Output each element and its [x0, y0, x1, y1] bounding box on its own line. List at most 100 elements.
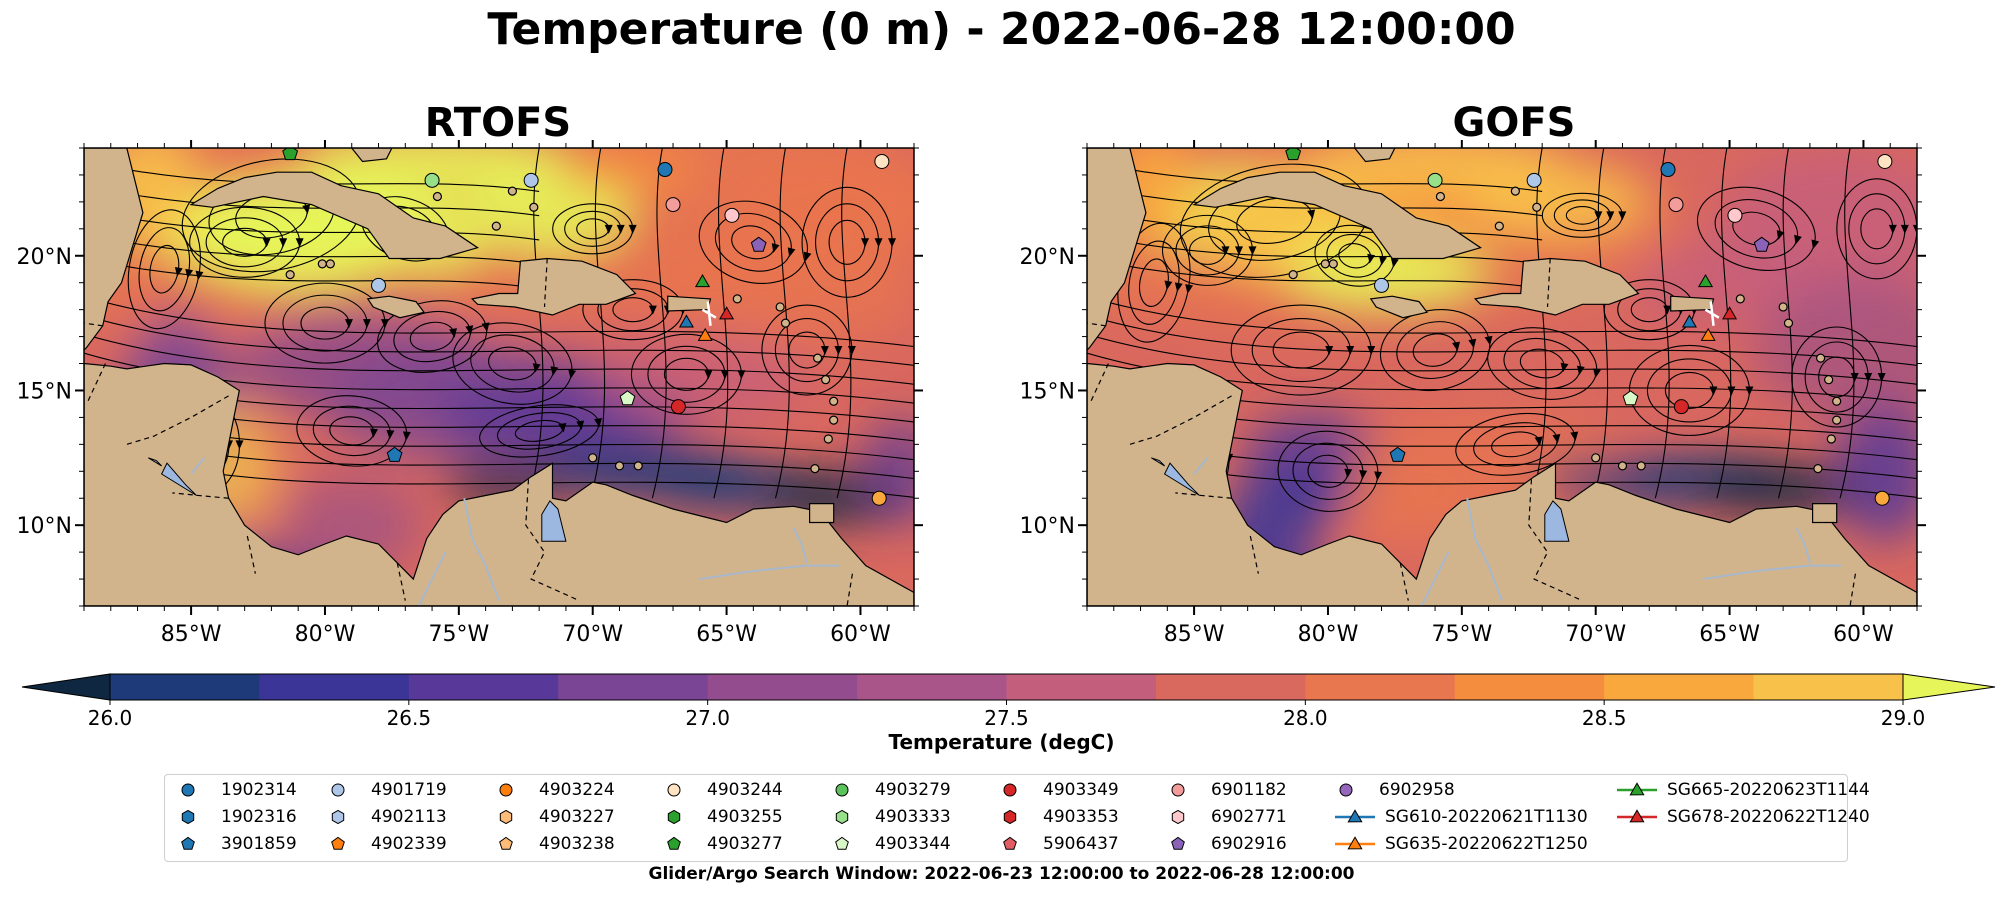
- streamline-arrow: [1390, 258, 1399, 268]
- marker-4903349: [670, 399, 686, 415]
- streamline: [84, 233, 540, 265]
- border: [525, 479, 580, 602]
- streamline-arrow: [771, 243, 780, 253]
- streamline-arrow: [185, 268, 194, 279]
- streamline-arrow: [1221, 246, 1230, 256]
- legend-symbol: [331, 836, 345, 850]
- streamline: [1087, 333, 1917, 385]
- legend-symbol: [1629, 782, 1645, 796]
- colorbar-tick-label: 29.0: [1881, 706, 1926, 730]
- legend-symbol: [1171, 836, 1185, 850]
- island: [1494, 221, 1504, 231]
- marker-6902771: [724, 207, 740, 223]
- colorbar-segment: [1604, 674, 1755, 700]
- streamline-arrow: [594, 418, 602, 428]
- axis-ticks: [75, 140, 923, 615]
- marker-4903244: [874, 153, 890, 169]
- lat-tick-label: 15°N: [1020, 379, 1075, 404]
- legend-label: 4903353: [1043, 807, 1119, 827]
- island: [823, 434, 833, 444]
- map-frame: [1086, 147, 1918, 607]
- island: [1824, 375, 1834, 385]
- marker-6901182: [1668, 197, 1684, 213]
- marker-4903344: [619, 390, 636, 406]
- border: [1399, 562, 1409, 601]
- legend-label: 6902958: [1379, 780, 1455, 800]
- marker-SG635: [1700, 327, 1716, 341]
- streamline: [84, 333, 914, 385]
- marker-SG665: [694, 274, 711, 288]
- island: [732, 294, 742, 304]
- legend-marker: [1335, 809, 1375, 823]
- legend-symbol: [667, 809, 681, 825]
- landmass-bahamas: [1353, 148, 1396, 163]
- border: [1546, 258, 1551, 307]
- rivers: [190, 457, 840, 606]
- river: [463, 498, 500, 601]
- streamline-arrow: [1912, 224, 1917, 234]
- streamline-arrow: [362, 319, 371, 329]
- map-area-rtofs: [84, 148, 914, 606]
- landmass-yucatan: [84, 148, 144, 351]
- streamline-arrow: [616, 224, 625, 234]
- border: [396, 562, 406, 601]
- colorbar-tick-label: 26.0: [88, 706, 133, 730]
- streamline-arrow: [1877, 373, 1886, 382]
- temperature-patch: [1227, 471, 1348, 542]
- legend-marker: [331, 809, 345, 825]
- streamline-arrow: [1900, 224, 1909, 234]
- streamline-arrow: [1776, 230, 1785, 240]
- streamline-arrow: [386, 429, 395, 440]
- border: [246, 535, 256, 574]
- island: [1320, 259, 1330, 269]
- island: [588, 453, 598, 463]
- marker-6902916: [750, 236, 767, 252]
- legend-symbol: [331, 783, 345, 797]
- lat-tick-label: 20°N: [17, 245, 72, 270]
- border: [1129, 395, 1232, 445]
- landmass-puertorico: [1670, 295, 1715, 312]
- legend-symbol: [181, 783, 195, 797]
- island: [829, 396, 839, 406]
- border: [172, 492, 229, 499]
- legend-label: 3901859: [221, 834, 297, 854]
- legend-marker: [1339, 783, 1353, 797]
- streamline-arrow: [576, 420, 585, 430]
- streamline: [590, 148, 606, 499]
- lon-tick-label: 65°W: [696, 622, 757, 647]
- streamline: [836, 148, 852, 499]
- legend-marker: [1171, 836, 1185, 850]
- river: [1466, 498, 1503, 601]
- marker-4901719b: [1374, 277, 1390, 293]
- landmass-bahamas: [350, 148, 393, 163]
- streamline: [1654, 148, 1670, 499]
- streamline-arrow: [820, 346, 829, 356]
- border: [1087, 322, 1106, 327]
- streamline-arrow: [1367, 346, 1376, 356]
- streamline-arrow: [1570, 431, 1579, 441]
- temperature-patch: [1753, 280, 1917, 421]
- legend-marker: [1003, 836, 1017, 850]
- lon-tick-label: 75°W: [428, 622, 489, 647]
- landmass-yucatan: [1087, 148, 1147, 351]
- legend-marker: [1617, 809, 1657, 823]
- marker-3901859: [1389, 446, 1406, 462]
- streamline-arrow: [402, 431, 411, 441]
- streamline: [84, 314, 914, 366]
- streamline-arrow: [235, 440, 244, 450]
- colorbar-tick-label: 26.5: [387, 706, 432, 730]
- landmass-puertorico: [667, 295, 712, 312]
- legend-marker: [181, 836, 195, 850]
- colorbar-segment: [259, 674, 410, 700]
- colorbar-segment: [1454, 674, 1605, 700]
- legend-symbol: [181, 836, 195, 850]
- colorbar-segment: [558, 674, 709, 700]
- streamline-arrow: [1727, 386, 1736, 396]
- legend-label: 4902113: [371, 807, 447, 827]
- border: [543, 258, 548, 307]
- lat-tick-label: 20°N: [1020, 245, 1075, 270]
- legend-symbol: [1629, 809, 1645, 823]
- legend-label: 4903277: [707, 834, 783, 854]
- lat-tick-label: 10°N: [1020, 514, 1075, 539]
- streamline-arrow: [174, 267, 183, 277]
